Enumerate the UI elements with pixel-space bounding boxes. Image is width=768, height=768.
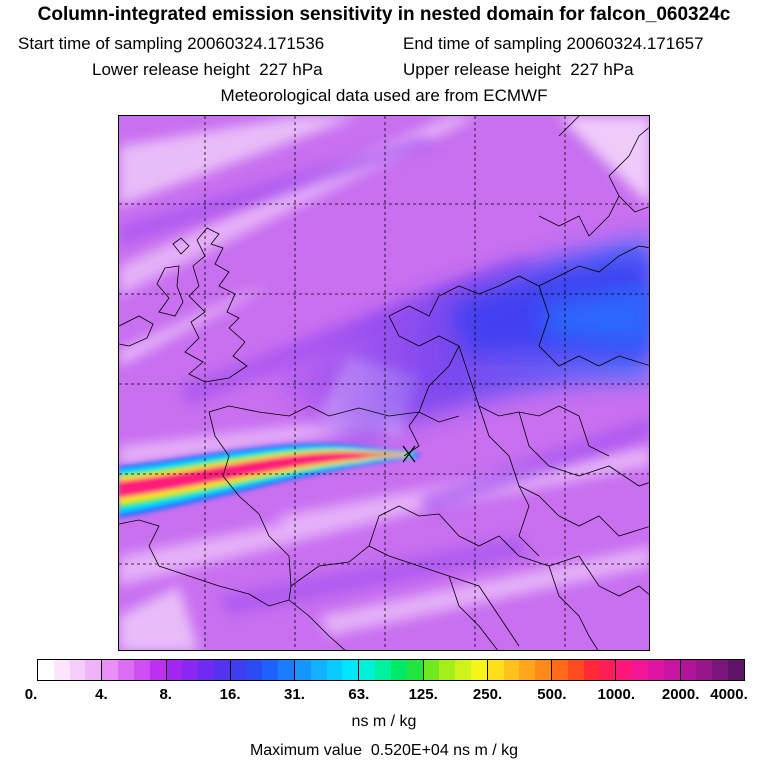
colorbar-cell	[680, 660, 697, 680]
colorbar-cell	[423, 660, 440, 680]
colorbar-cell	[487, 660, 504, 680]
colorbar-cell	[406, 660, 424, 680]
colorbar-tick-label: 250.	[472, 686, 503, 703]
colorbar-cell	[102, 660, 119, 680]
colorbar-cell	[133, 660, 150, 680]
colorbar-cell	[166, 660, 183, 680]
graticule	[119, 116, 649, 650]
colorbar-cell	[118, 660, 134, 680]
end-time-line: End time of sampling 20060324.171657	[403, 34, 704, 54]
colorbar-cell	[647, 660, 664, 680]
colorbar-cell	[390, 660, 407, 680]
colorbar-tick-label: 31.	[284, 686, 305, 703]
colorbar-cell	[149, 660, 167, 680]
upper-height-line: Upper release height 227 hPa	[403, 60, 634, 80]
end-time-label: End time of sampling	[403, 34, 562, 53]
colorbar-cell	[519, 660, 536, 680]
colorbar-unit: ns m / kg	[351, 713, 417, 730]
met-data-text: Meteorological data used are from ECMWF	[220, 86, 548, 105]
colorbar-tick-label: 2000.	[661, 686, 700, 703]
colorbar-cell	[85, 660, 103, 680]
maximum-value-line: Maximum value 0.520E+04 ns m / kg	[0, 742, 768, 760]
colorbar-tick-label: 4000.	[710, 686, 748, 703]
colorbar-cell	[278, 660, 295, 680]
colorbar-cell	[535, 660, 552, 680]
colorbar-cell	[326, 660, 343, 680]
colorbar-tick-label: 63.	[348, 686, 370, 703]
colorbar-cell	[342, 660, 360, 680]
colorbar-cell	[295, 660, 311, 680]
colorbar-cell	[470, 660, 488, 680]
colorbar	[37, 659, 745, 681]
start-time-label: Start time of sampling	[18, 34, 183, 53]
colorbar-tick-label: 8.	[159, 686, 172, 703]
colorbar-cell	[310, 660, 327, 680]
lower-height-line: Lower release height 227 hPa	[92, 60, 323, 80]
colorbar-cell	[616, 660, 633, 680]
colorbar-cell	[246, 660, 263, 680]
x-marker	[402, 445, 416, 463]
colorbar-cell	[583, 660, 600, 680]
colorbar-tick-label: 125.	[408, 686, 438, 703]
colorbar-tick-label: 500.	[537, 686, 567, 703]
high-sensitivity-band	[269, 236, 649, 446]
colorbar-cell	[262, 660, 279, 680]
colorbar-tick-label: 1000.	[597, 686, 636, 703]
maximum-value-label: Maximum value	[249, 742, 362, 759]
map-canvas	[119, 116, 649, 650]
colorbar-cell	[696, 660, 713, 680]
colorbar-cell	[198, 660, 214, 680]
colorbar-cell	[632, 660, 648, 680]
end-time-value: 20060324.171657	[566, 34, 704, 53]
colorbar-cell	[455, 660, 471, 680]
lower-height-label: Lower release height	[92, 60, 250, 79]
colorbar-tick-label: 0.	[24, 686, 38, 703]
plot-title: Column-integrated emission sensitivity i…	[37, 4, 731, 25]
emission-sensitivity-map	[118, 115, 650, 651]
colorbar-cell	[359, 660, 376, 680]
colorbar-cell	[567, 660, 584, 680]
colorbar-tick-label: 4.	[95, 686, 108, 703]
colorbar-cell	[69, 660, 86, 680]
colorbar-cell	[552, 660, 568, 680]
colorbar-cell	[727, 660, 744, 680]
colorbar-cell	[712, 660, 728, 680]
colorbar-cell	[663, 660, 681, 680]
colorbar-cell	[439, 660, 456, 680]
colorbar-cell	[38, 660, 54, 680]
colorbar-cell	[182, 660, 199, 680]
start-time-value: 20060324.171536	[187, 34, 325, 53]
colorbar-cell	[53, 660, 70, 680]
colorbar-tick-label: 16.	[219, 686, 241, 703]
upper-height-label: Upper release height	[403, 60, 561, 79]
colorbar-cell	[599, 660, 617, 680]
colorbar-cell	[230, 660, 247, 680]
lower-height-value: 227 hPa	[259, 60, 323, 79]
colorbar-cell	[213, 660, 231, 680]
start-time-line: Start time of sampling 20060324.171536	[18, 34, 324, 54]
plume	[119, 443, 419, 518]
colorbar-cell	[375, 660, 391, 680]
colorbar-cell	[503, 660, 520, 680]
upper-height-value: 227 hPa	[570, 60, 634, 79]
coastlines	[119, 116, 649, 650]
maximum-value: 0.520E+04 ns m / kg	[370, 742, 519, 759]
